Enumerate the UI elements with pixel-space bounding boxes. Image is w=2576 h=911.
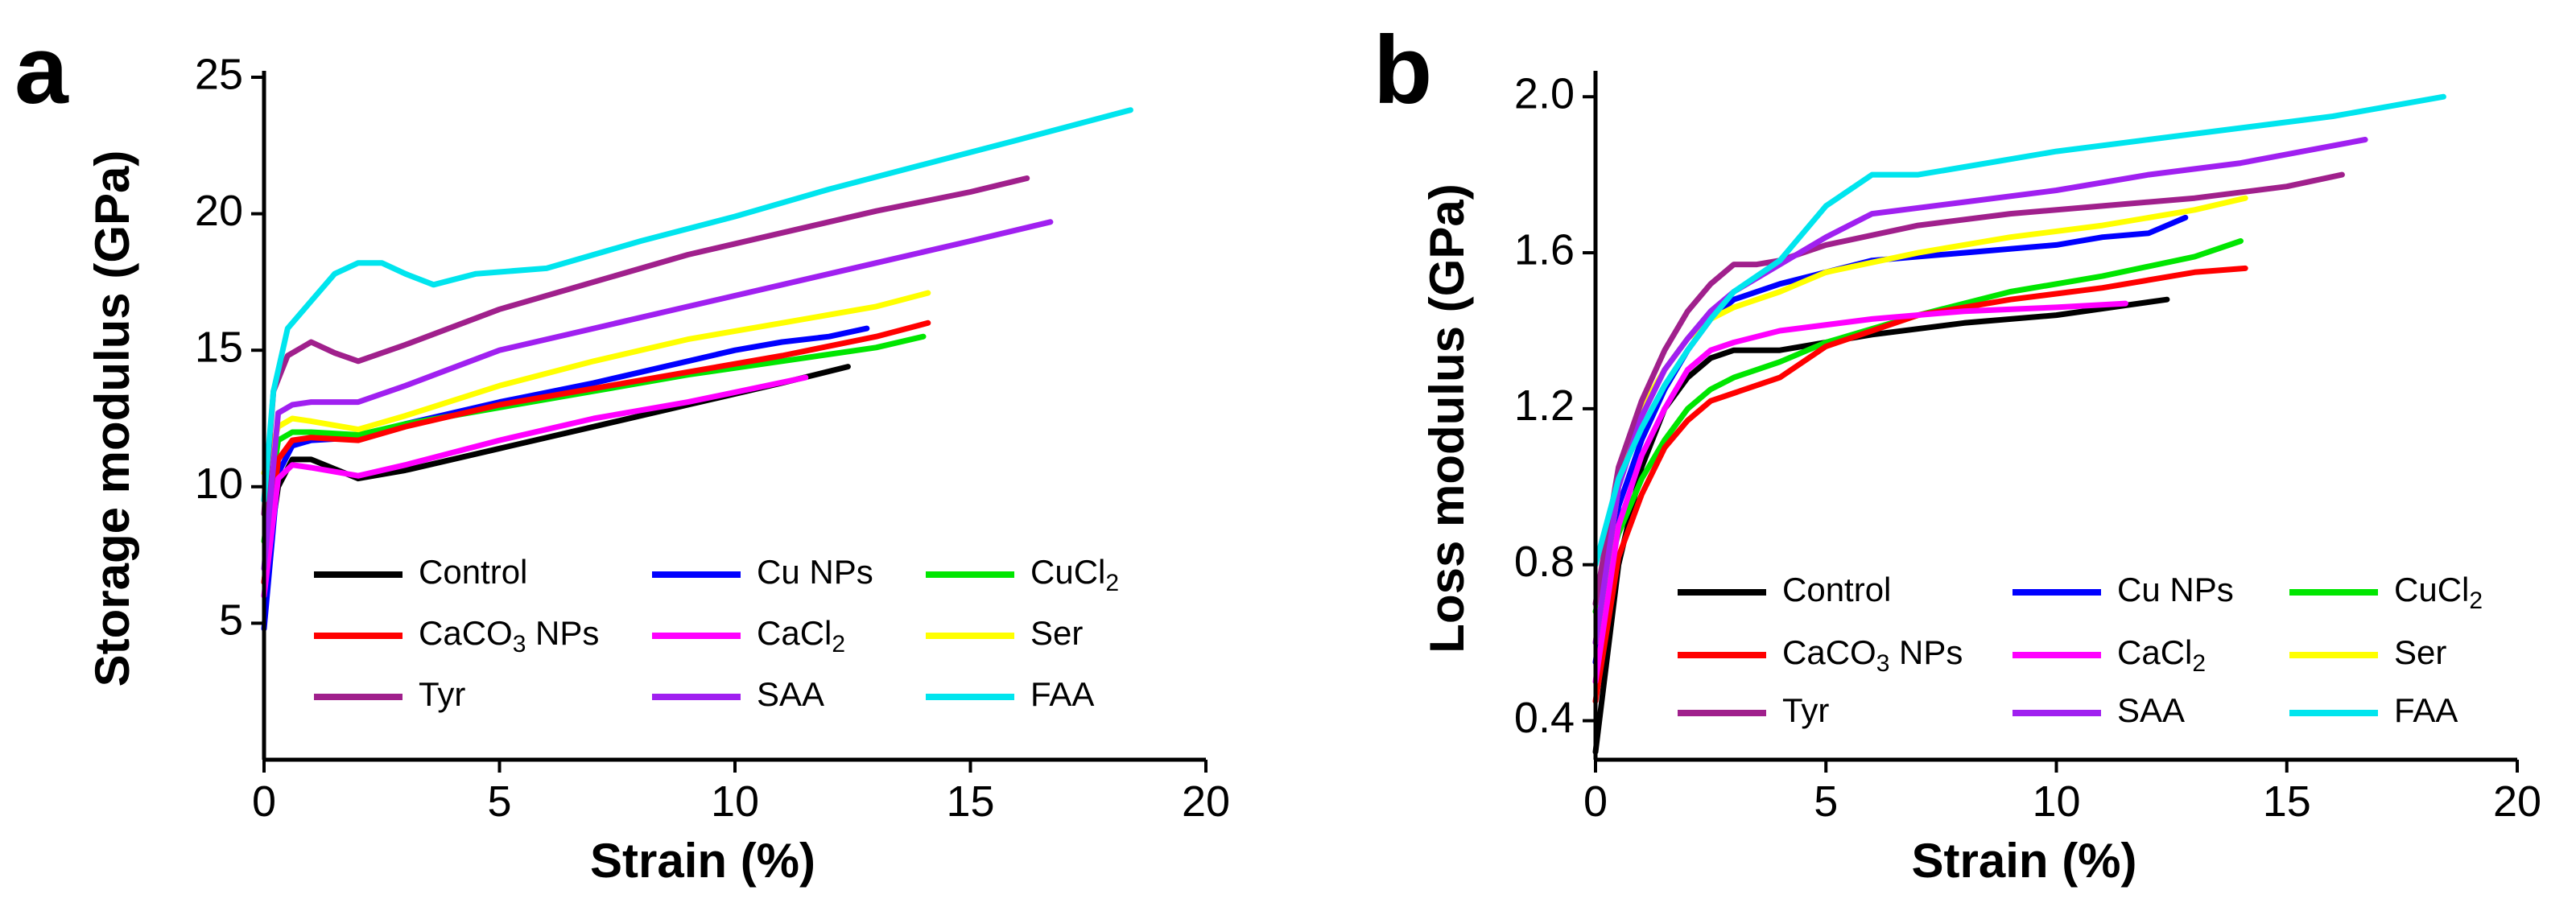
x-axis-title: Strain (%): [1911, 834, 2136, 888]
series-line-saa: [1592, 137, 2368, 646]
series-line-cu-nps: [1592, 214, 2189, 666]
x-tick-label: 0: [1583, 777, 1608, 826]
x-tick-label: 10: [711, 777, 759, 826]
panel-a-storage-modulus-chart: a 0 5 10 15 20 5 10 15 20 25 Strain (%) Storage modu…: [14, 16, 1230, 888]
legend: Control Cu NPs CuCl2 CaCO3 NPs CaCl2 Ser Tyr SA…: [314, 553, 1119, 713]
legend-label: SAA: [757, 675, 824, 713]
legend-label: FAA: [2394, 691, 2458, 729]
legend-label: Ser: [1030, 614, 1083, 652]
legend: Control Cu NPs CuCl2 CaCO3 NPs CaCl2 Ser Tyr SA…: [1678, 571, 2483, 729]
x-tick-label: 20: [2493, 777, 2541, 826]
legend-label: Control: [419, 553, 527, 591]
y-axis-title: Loss modulus (GPa): [1420, 183, 1474, 653]
legend-label: Cu NPs: [757, 553, 873, 591]
legend-label: SAA: [2117, 691, 2185, 729]
panel-b-loss-modulus-chart: b 0 5 10 15 20 0.4 0.8 1.2 1.6 2.0 Strain (%) Loss m…: [1373, 16, 2541, 888]
legend-label: Tyr: [1782, 691, 1829, 729]
series-line-saa: [261, 219, 1054, 572]
series-line-ser: [261, 290, 931, 476]
y-tick-label: 0.8: [1514, 538, 1575, 586]
legend-label: FAA: [1030, 675, 1094, 713]
legend-label: Ser: [2394, 633, 2446, 671]
x-tick-label: 20: [1182, 777, 1230, 826]
panel-label: a: [14, 16, 69, 124]
series-line-cacl2: [261, 374, 809, 599]
legend-label: CuCl2: [2394, 571, 2483, 614]
series-line-faa: [1592, 93, 2446, 568]
x-axis-title: Strain (%): [590, 834, 815, 888]
series-line-caco3-nps: [1592, 265, 2248, 704]
x-tick-label: 5: [487, 777, 511, 826]
x-tick-label: 5: [1814, 777, 1838, 826]
x-tick-label: 10: [2032, 777, 2080, 826]
series-line-control: [1592, 296, 2170, 755]
y-tick-label: 25: [195, 50, 243, 98]
legend-label: CaCO3 NPs: [419, 614, 599, 657]
y-tick-label: 5: [219, 596, 243, 645]
y-tick-label: 2.0: [1514, 69, 1575, 117]
y-tick-label: 0.4: [1514, 694, 1575, 742]
y-tick-label: 15: [195, 323, 243, 371]
legend-label: CuCl2: [1030, 553, 1119, 596]
legend-label: CaCl2: [2117, 633, 2206, 677]
x-tick-label: 15: [2263, 777, 2311, 826]
y-tick-label: 1.2: [1514, 381, 1575, 430]
series-line-cucl2: [1592, 238, 2244, 615]
series-line-tyr: [261, 175, 1030, 517]
legend-label: Control: [1782, 571, 1891, 608]
series-line-caco3-nps: [261, 319, 931, 585]
y-tick-label: 20: [195, 187, 243, 235]
legend-label: CaCl2: [757, 614, 845, 657]
panel-label: b: [1373, 16, 1432, 124]
legend-label: Cu NPs: [2117, 571, 2234, 608]
x-tick-label: 15: [946, 777, 994, 826]
series-line-ser: [1592, 195, 2248, 646]
legend-label: Tyr: [419, 675, 465, 713]
y-tick-label: 1.6: [1514, 225, 1575, 274]
y-axis-title: Storage modulus (GPa): [85, 150, 139, 687]
series-line-cacl2: [1592, 300, 2128, 685]
legend-label: CaCO3 NPs: [1782, 633, 1963, 677]
series-line-tyr: [1592, 171, 2345, 607]
x-tick-label: 0: [252, 777, 276, 826]
y-tick-label: 10: [195, 460, 243, 508]
series-line-faa: [261, 107, 1133, 504]
